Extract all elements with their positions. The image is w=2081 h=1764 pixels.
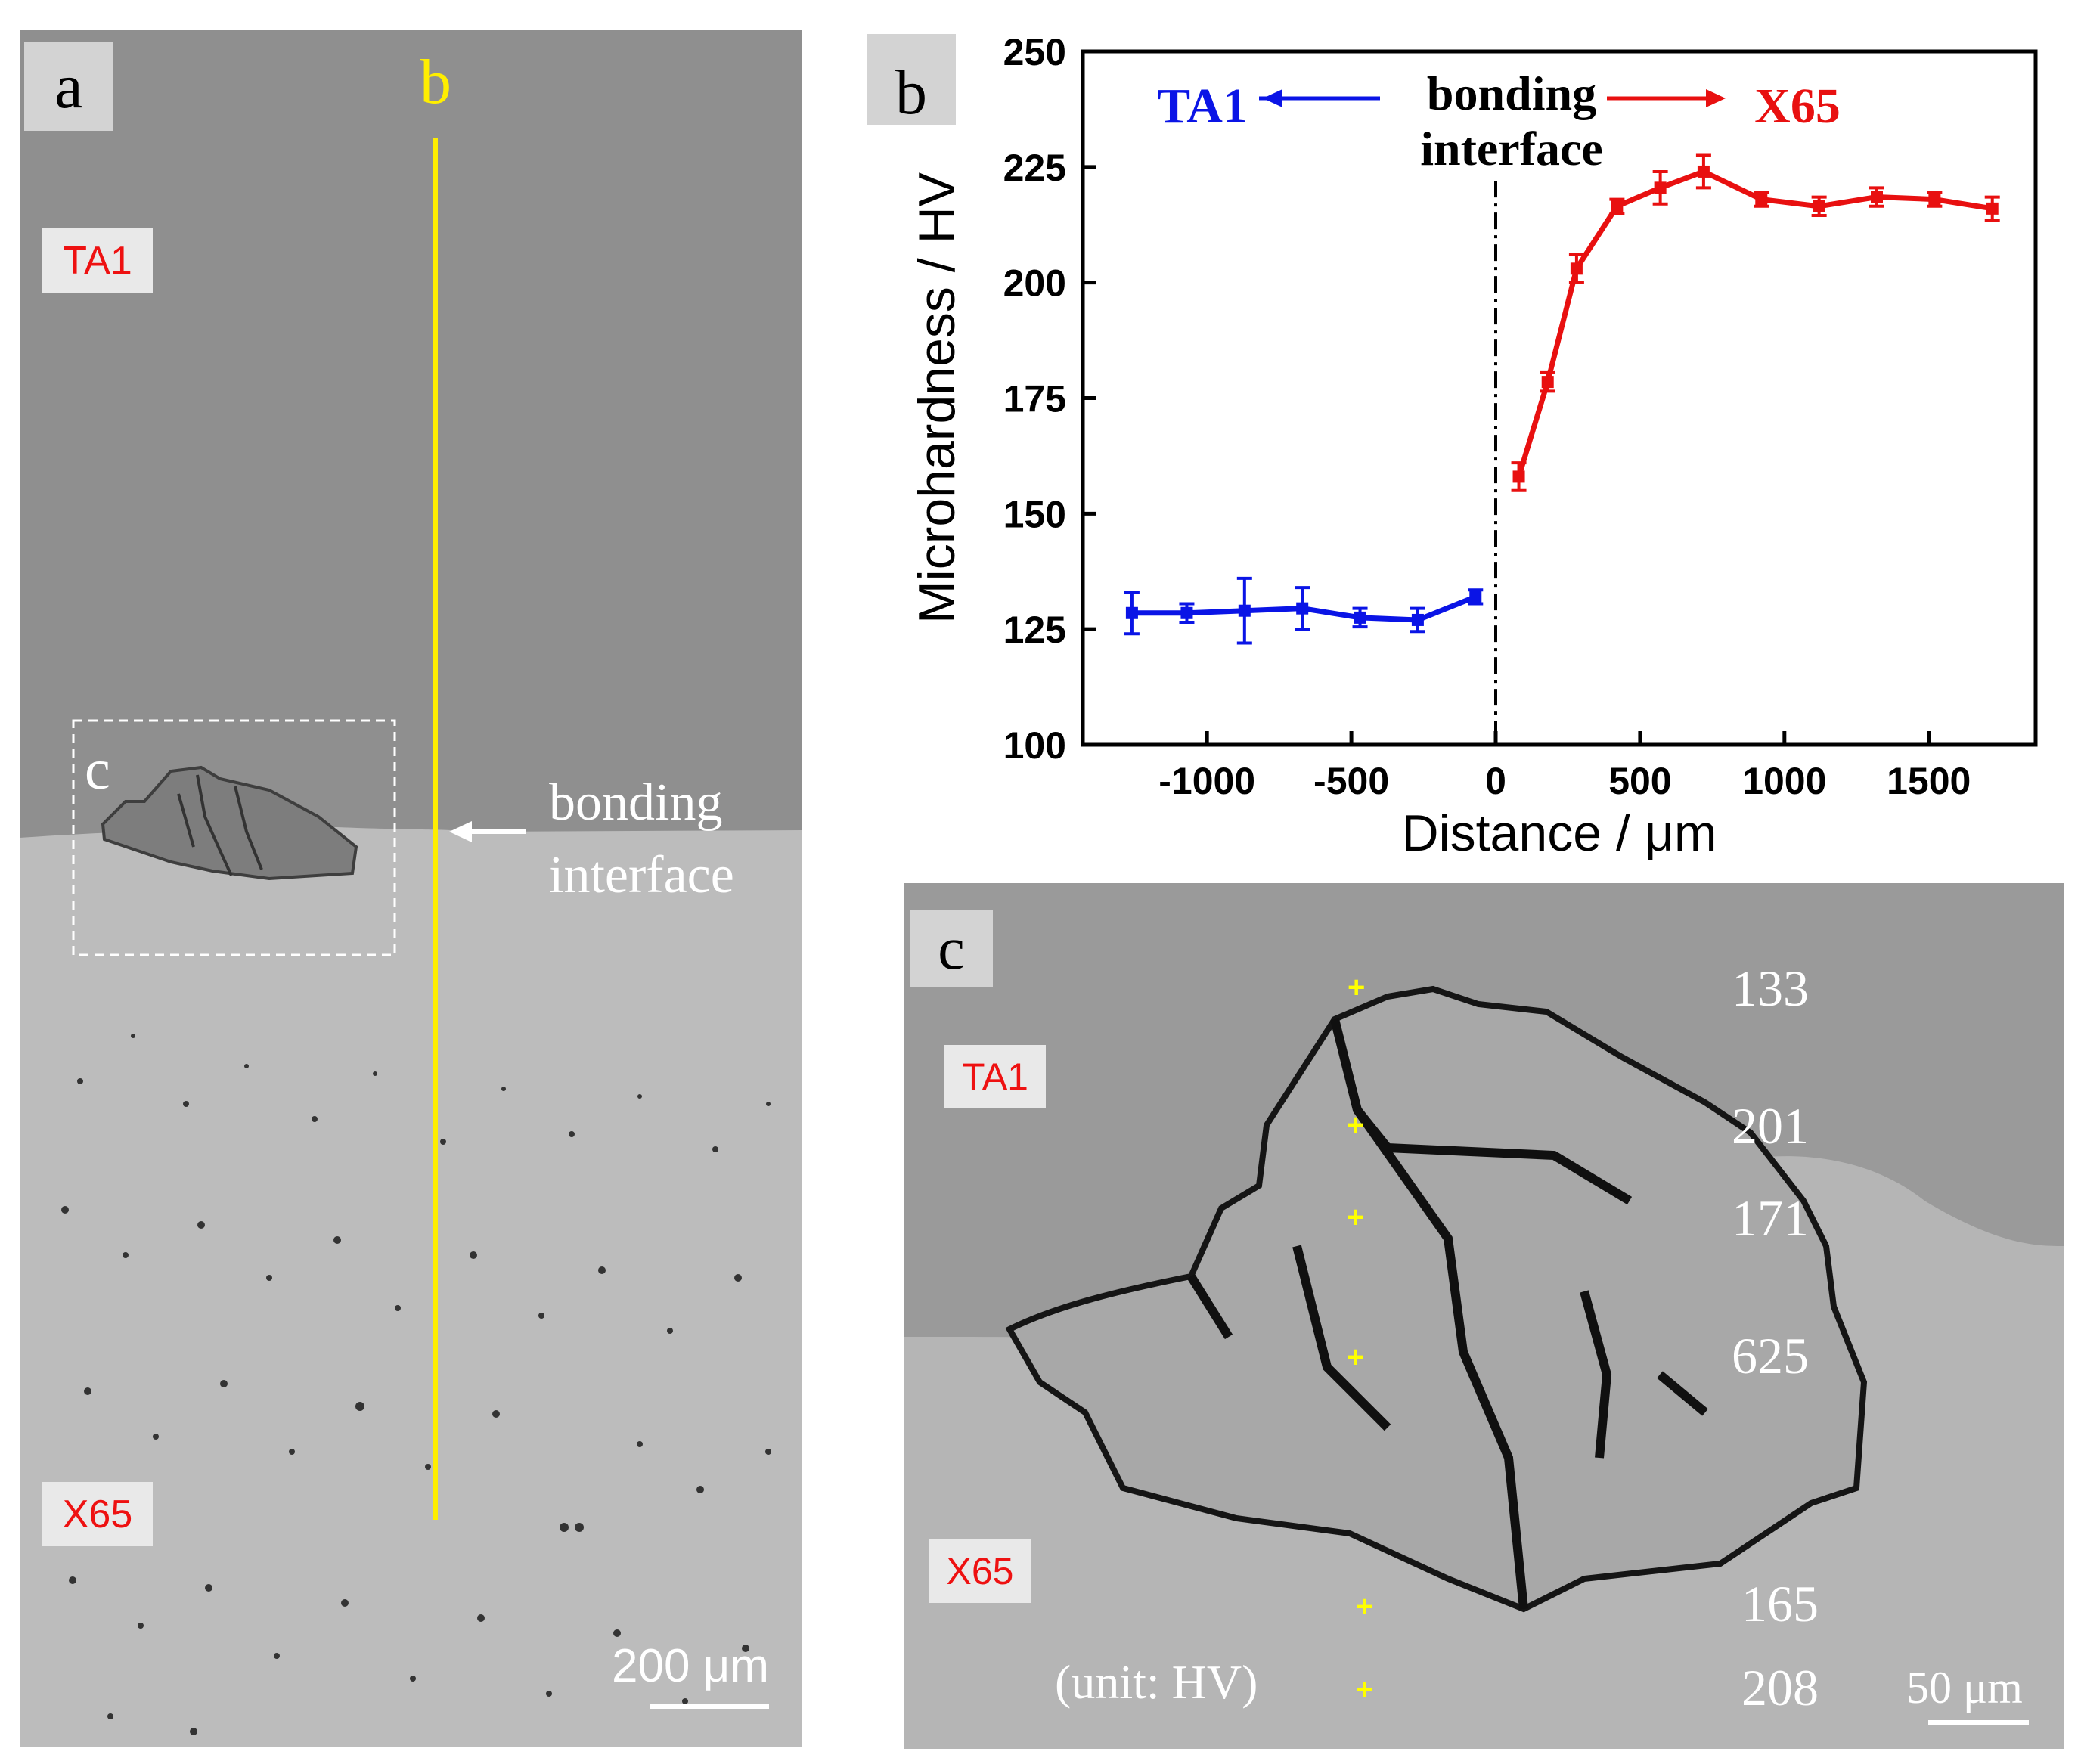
x-tick-label: -500 — [1313, 760, 1389, 802]
hardness-value-3: 171 — [1732, 1189, 1809, 1247]
panel-b-label: b — [895, 57, 927, 128]
panel-c-label: c — [910, 910, 993, 987]
y-tick-label: 125 — [1003, 609, 1066, 651]
particle-cracks-c — [1186, 1018, 1708, 1610]
x-axis-label: Distance / μm — [1401, 804, 1717, 862]
particle-cracks — [177, 774, 263, 876]
micrograph-panel-a: a b TA1 X65 c bonding interface 200 μm — [20, 30, 802, 1747]
y-tick-label: 225 — [1003, 147, 1066, 189]
ta1-region-tag-c: TA1 — [944, 1045, 1046, 1108]
data-point-x65 — [1541, 376, 1554, 389]
data-point-ta1 — [1180, 606, 1193, 619]
interface-label-line1: bonding — [549, 773, 723, 832]
hardness-value-6: 208 — [1741, 1659, 1819, 1716]
inclusion-particle — [101, 765, 358, 881]
panel-c-features: + + + + + + — [904, 971, 2064, 1749]
ta1-region-tag: TA1 — [42, 228, 153, 293]
x65-region-tag: X65 — [42, 1482, 153, 1546]
data-point-ta1 — [1354, 611, 1366, 624]
scale-bar-a — [650, 1704, 769, 1709]
panel-a-label: a — [24, 42, 113, 131]
y-tick-label: 150 — [1003, 493, 1066, 535]
data-point-ta1 — [1296, 602, 1309, 615]
microhardness-chart: b 100 125 150 175 200 225 250 -1000 -500 0 500 1000… — [867, 31, 2038, 862]
series-line-x65 — [1516, 169, 1993, 478]
arrow-to-x65-head — [1706, 89, 1726, 107]
interface-arrow-head — [449, 821, 472, 842]
y-tick-label: 250 — [1003, 31, 1066, 73]
data-point-ta1 — [1238, 604, 1251, 617]
scale-bar-label-c: 50 μm — [1906, 1663, 2023, 1713]
data-point-x65 — [1697, 165, 1710, 178]
x65-region-tag-c: X65 — [929, 1539, 1031, 1603]
data-point-x65 — [1512, 470, 1525, 483]
data-series — [1124, 153, 2000, 645]
y-tick-label: 100 — [1003, 724, 1066, 767]
x-tick-label: 500 — [1608, 760, 1671, 802]
data-point-x65 — [1755, 193, 1768, 206]
hardness-markers: + + + + + + — [1347, 971, 1373, 1707]
inset-label-c: c — [85, 738, 110, 801]
line-b-label: b — [420, 47, 451, 117]
marker-6: + — [1356, 1673, 1373, 1707]
x65-region — [20, 826, 802, 1747]
axes: 100 125 150 175 200 225 250 -1000 -500 0 500 1000 15… — [1003, 31, 1971, 802]
data-point-ta1 — [1125, 606, 1138, 619]
x65-porosity-dots — [61, 1034, 771, 1735]
micrograph-panel-c: + + + + + + c TA1 X65 133 201 171 625 16… — [904, 883, 2064, 1749]
marker-3: + — [1347, 1201, 1364, 1234]
scale-bar-c — [1928, 1720, 2029, 1725]
hardness-value-1: 133 — [1732, 960, 1809, 1017]
inset-box-c — [72, 719, 396, 956]
data-point-x65 — [1611, 200, 1624, 212]
y-axis-label: Microhardness / HV — [908, 172, 966, 624]
y-tick-label: 200 — [1003, 262, 1066, 305]
x-tick-label: 0 — [1485, 760, 1506, 802]
interface-label-line2: interface — [549, 846, 734, 904]
data-point-x65 — [1654, 181, 1667, 194]
scale-bar-label-a: 200 μm — [612, 1640, 770, 1692]
hardness-value-5: 165 — [1741, 1575, 1819, 1632]
annotation-interface: interface — [1420, 122, 1603, 175]
arrow-to-ta1-head — [1263, 89, 1282, 107]
x-tick-label: -1000 — [1158, 760, 1255, 802]
hardness-value-2: 201 — [1732, 1097, 1809, 1155]
y-tick-label: 175 — [1003, 378, 1066, 420]
x-tick-label: 1500 — [1887, 760, 1971, 802]
marker-2: + — [1347, 1108, 1364, 1142]
marker-4: + — [1347, 1341, 1364, 1374]
marker-1: + — [1348, 971, 1365, 1004]
data-point-x65 — [1813, 200, 1825, 212]
data-point-x65 — [1928, 193, 1941, 206]
annotation-ta1: TA1 — [1157, 79, 1248, 134]
data-point-x65 — [1986, 202, 1999, 215]
panel-a-features — [20, 138, 802, 1747]
unit-note: (unit: HV) — [1055, 1655, 1258, 1709]
x-tick-label: 1000 — [1742, 760, 1826, 802]
annotation-x65: X65 — [1754, 79, 1841, 134]
panel-b-label-bg — [867, 34, 956, 125]
inclusion-particle-c — [1005, 985, 1868, 1613]
annotation-bonding: bonding — [1427, 67, 1596, 120]
data-point-x65 — [1570, 262, 1583, 275]
hardness-value-4: 625 — [1732, 1327, 1809, 1384]
marker-5: + — [1356, 1590, 1373, 1623]
data-point-ta1 — [1469, 591, 1482, 603]
data-point-x65 — [1871, 191, 1883, 203]
data-point-ta1 — [1411, 613, 1424, 626]
